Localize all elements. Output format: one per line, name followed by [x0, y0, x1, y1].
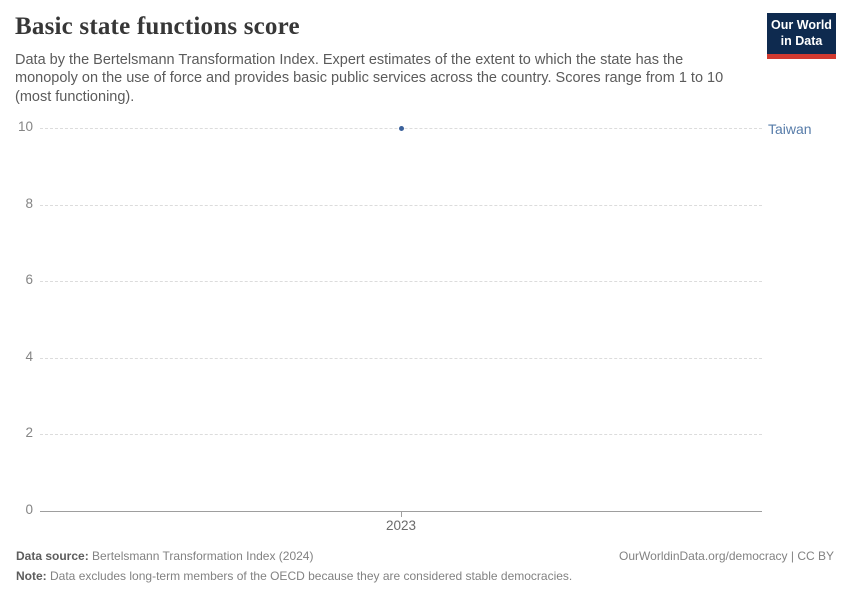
data-source-value: Bertelsmann Transformation Index (2024)	[88, 549, 314, 563]
plot-area	[40, 128, 762, 512]
y-tick-label-6: 6	[25, 272, 33, 288]
y-tick-label-4: 4	[25, 348, 33, 364]
gridline-y6	[40, 281, 762, 283]
gridline-y2	[40, 434, 762, 436]
footer-note-line: Note: Data excludes long-term members of…	[16, 569, 834, 583]
data-point-taiwan[interactable]	[398, 125, 404, 131]
gridline-y4	[40, 357, 762, 359]
page-title: Basic state functions score	[15, 13, 300, 40]
chart-subtitle: Data by the Bertelsmann Transformation I…	[15, 52, 724, 105]
y-tick-label-10: 10	[17, 119, 33, 134]
y-tick-label-0: 0	[25, 502, 33, 517]
attribution-link[interactable]: OurWorldinData.org/democracy | CC BY	[619, 549, 834, 563]
series-label-taiwan[interactable]: Taiwan	[768, 121, 812, 137]
owid-logo[interactable]: Our World in Data	[767, 13, 836, 59]
y-tick-label-2: 2	[25, 425, 33, 441]
note-value: Data excludes long-term members of the O…	[46, 569, 573, 583]
x-tick-label-2023: 2023	[385, 518, 417, 533]
x-tick-mark-2023	[401, 511, 402, 517]
owid-logo-line1: Our World	[771, 18, 832, 32]
y-tick-label-8: 8	[25, 195, 33, 211]
owid-logo-line2: in Data	[780, 34, 823, 49]
gridline-y8	[40, 204, 762, 206]
footer-source-line: Data source: Bertelsmann Transformation …	[16, 549, 834, 563]
note-label: Note:	[16, 569, 47, 583]
data-source-label: Data source:	[16, 549, 89, 563]
